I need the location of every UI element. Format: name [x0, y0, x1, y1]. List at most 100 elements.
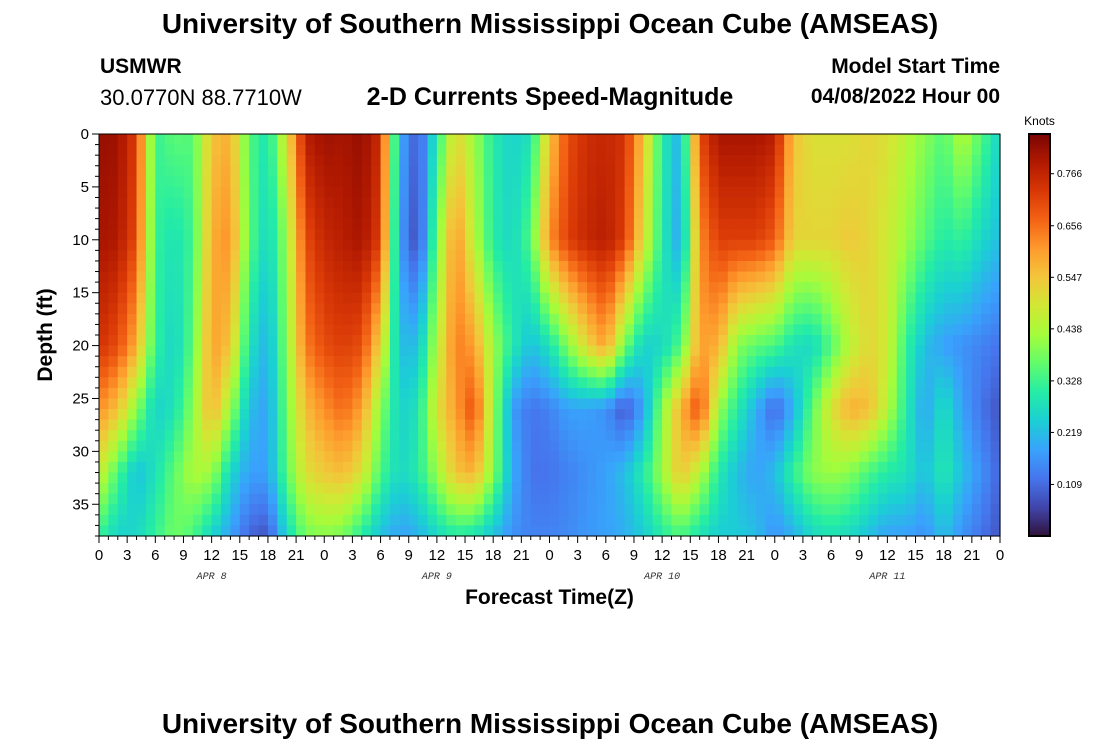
heatmap-cell	[690, 176, 701, 188]
heatmap-cell	[784, 366, 795, 378]
heatmap-cell	[127, 197, 138, 209]
heatmap-cell	[558, 165, 569, 177]
heatmap-cell	[709, 398, 720, 410]
heatmap-cell	[399, 176, 410, 188]
heatmap-cell	[333, 282, 344, 294]
heatmap-cell	[906, 430, 917, 442]
heatmap-cell	[446, 260, 457, 273]
heatmap-cell	[258, 493, 269, 505]
heatmap-cell	[286, 451, 297, 463]
heatmap-cell	[483, 440, 494, 452]
heatmap-cell	[755, 461, 766, 474]
heatmap-cell	[784, 356, 795, 368]
heatmap-cell	[465, 514, 476, 527]
heatmap-cell	[399, 260, 410, 273]
heatmap-cell	[953, 155, 964, 167]
heatmap-cell	[267, 292, 278, 304]
heatmap-cell	[605, 176, 616, 188]
heatmap-cell	[361, 197, 372, 209]
heatmap-cell	[418, 134, 429, 146]
heatmap-cell	[164, 472, 175, 484]
heatmap-cell	[202, 356, 213, 368]
heatmap-cell	[577, 313, 588, 326]
heatmap-cell	[502, 483, 513, 495]
heatmap-cell	[117, 165, 128, 177]
heatmap-cell	[333, 377, 344, 389]
heatmap-cell	[671, 313, 682, 326]
heatmap-cell	[812, 229, 823, 241]
heatmap-cell	[183, 525, 194, 537]
heatmap-cell	[521, 303, 532, 315]
heatmap-cell	[812, 377, 823, 389]
heatmap-cell	[221, 292, 231, 304]
heatmap-cell	[436, 525, 447, 537]
heatmap-cell	[981, 144, 992, 156]
heatmap-cell	[709, 451, 720, 463]
heatmap-cell	[136, 292, 147, 304]
heatmap-cell	[530, 387, 541, 400]
heatmap-cell	[436, 303, 447, 315]
heatmap-cell	[380, 472, 391, 484]
heatmap-cell	[258, 461, 269, 474]
heatmap-cell	[493, 303, 504, 315]
heatmap-cell	[164, 282, 175, 294]
heatmap-cell	[568, 282, 579, 294]
heatmap-cell	[896, 335, 907, 347]
heatmap-cell	[765, 504, 776, 516]
heatmap-cell	[511, 292, 522, 304]
heatmap-cell	[755, 292, 766, 304]
heatmap-cell	[802, 239, 813, 251]
heatmap-cell	[474, 356, 485, 368]
heatmap-cell	[793, 387, 804, 400]
heatmap-cell	[699, 271, 710, 283]
heatmap-cell	[971, 377, 982, 389]
heatmap-cell	[906, 260, 917, 273]
heatmap-cell	[699, 409, 710, 421]
heatmap-cell	[831, 451, 842, 463]
heatmap-cell	[474, 144, 485, 156]
heatmap-cell	[493, 504, 504, 516]
heatmap-cell	[155, 377, 166, 389]
heatmap-cell	[371, 335, 382, 347]
heatmap-cell	[652, 504, 663, 516]
heatmap-cell	[258, 218, 269, 230]
heatmap-cell	[718, 451, 729, 463]
heatmap-cell	[230, 461, 241, 474]
heatmap-cell	[371, 303, 382, 315]
heatmap-cell	[202, 493, 213, 505]
heatmap-cell	[962, 345, 973, 357]
heatmap-cell	[192, 208, 203, 220]
heatmap-cell	[812, 260, 823, 273]
heatmap-cell	[511, 419, 522, 431]
heatmap-cell	[802, 377, 813, 389]
heatmap-cell	[868, 356, 879, 368]
heatmap-cell	[662, 292, 673, 304]
heatmap-cell	[258, 366, 269, 378]
heatmap-cell	[690, 430, 701, 442]
heatmap-cell	[436, 398, 447, 410]
heatmap-cell	[868, 197, 879, 209]
heatmap-cell	[615, 197, 626, 209]
heatmap-cell	[709, 197, 720, 209]
heatmap-cell	[784, 483, 795, 495]
heatmap-cell	[286, 155, 297, 167]
heatmap-cell	[906, 409, 917, 421]
heatmap-cell	[680, 260, 691, 273]
heatmap-cell	[145, 335, 156, 347]
heatmap-cell	[615, 271, 626, 283]
heatmap-cell	[343, 250, 354, 262]
x-tick-label: 0	[95, 547, 103, 564]
heatmap-cell	[436, 514, 447, 527]
heatmap-cell	[324, 303, 335, 315]
heatmap-cell	[249, 440, 260, 452]
heatmap-cell	[596, 292, 607, 304]
heatmap-cell	[737, 398, 748, 410]
heatmap-cell	[155, 292, 166, 304]
heatmap-cell	[277, 335, 288, 347]
heatmap-cell	[971, 335, 982, 347]
heatmap-cell	[305, 430, 316, 442]
heatmap-cell	[868, 292, 879, 304]
heatmap-cell	[849, 292, 860, 304]
heatmap-cell	[615, 493, 626, 505]
heatmap-cell	[380, 134, 391, 146]
